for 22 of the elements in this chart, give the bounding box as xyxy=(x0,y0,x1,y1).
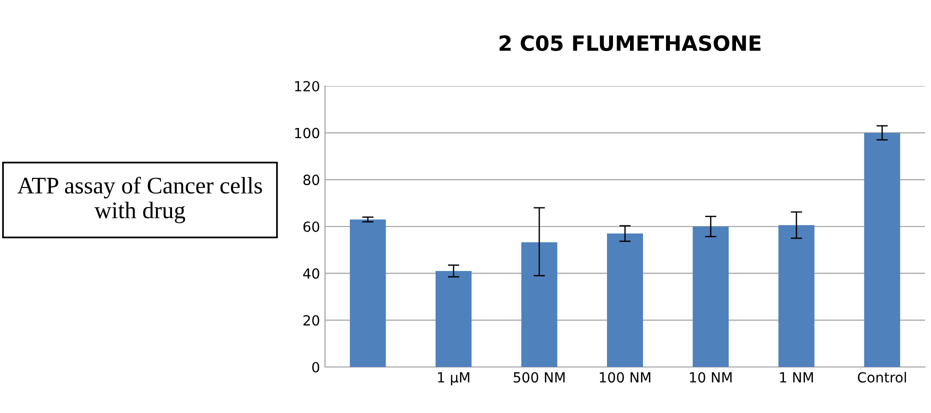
y-tick-label: 80 xyxy=(303,174,320,186)
y-tick-label: 40 xyxy=(303,268,320,279)
y-tick-label: 100 xyxy=(295,128,320,138)
x-tick-label: 1 µM xyxy=(438,372,470,386)
y-tick-label: 120 xyxy=(295,80,320,92)
bar xyxy=(692,226,729,367)
text: ATP assay of Cancer cells with drug xyxy=(17,176,262,224)
y-tick-label: 0 xyxy=(312,362,320,372)
x-tick-label: 100 NM xyxy=(600,372,650,383)
x-tick-label: 1 NM xyxy=(780,372,813,382)
y-tick-label: 60 xyxy=(303,221,320,232)
bar xyxy=(521,242,558,367)
bar xyxy=(436,270,472,367)
bar xyxy=(864,132,900,367)
x-tick-label: 10 NM xyxy=(690,372,732,383)
x-tick-label: 500 NM xyxy=(514,372,565,383)
y-tick-label: 20 xyxy=(303,315,320,326)
chart-title: 2 C05 FLUMETHASONE xyxy=(500,35,761,52)
x-tick-label: Control xyxy=(858,372,906,383)
bar xyxy=(778,225,814,367)
bar xyxy=(350,219,386,367)
bar xyxy=(607,234,643,367)
